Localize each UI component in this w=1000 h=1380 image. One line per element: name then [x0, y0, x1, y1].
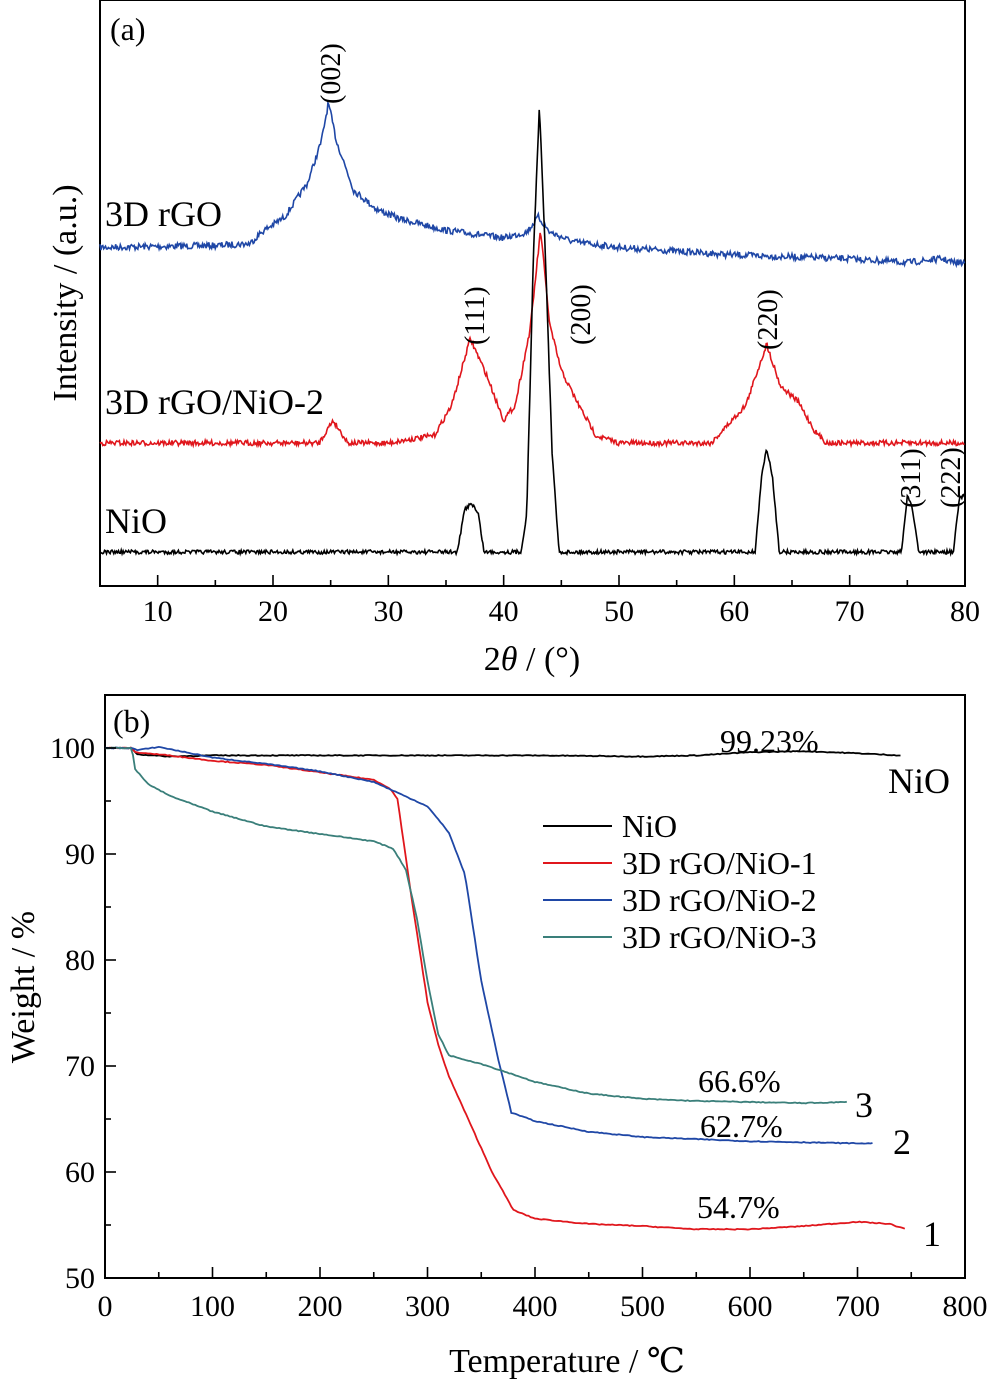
xrd-x-axis-label: 2θ / (°)	[484, 641, 580, 678]
xrd-label-3d-rgo-nio-2: 3D rGO/NiO-2	[105, 382, 324, 422]
tga-annotation-nio: NiO	[888, 761, 950, 801]
tga-panel-label: (b)	[113, 703, 150, 739]
xrd-series-nio	[99, 109, 966, 557]
tga-x-tick-label: 300	[405, 1290, 450, 1323]
tga-annotation-54-7: 54.7%	[697, 1189, 780, 1225]
tga-annotation-62-7: 62.7%	[700, 1108, 783, 1144]
tga-x-tick-label: 700	[835, 1290, 880, 1323]
tga-y-tick-label: 60	[65, 1156, 95, 1189]
tga-legend-label: 3D rGO/NiO-2	[622, 882, 817, 918]
tga-legend-label: NiO	[622, 808, 677, 844]
xrd-x-tick-label: 20	[258, 595, 288, 628]
xrd-x-axis-label-symbol: θ	[501, 641, 518, 678]
tga-panel: 0 100 200 300 400 500 600 700 800 50 60 70 80 90 100 (…	[5, 694, 988, 1380]
tga-annotation-66-6: 66.6%	[698, 1063, 781, 1099]
tga-y-tick-label: 70	[65, 1050, 95, 1083]
tga-y-tick-label: 80	[65, 944, 95, 977]
tga-legend-label: 3D rGO/NiO-1	[622, 845, 817, 881]
tga-x-tick-label: 800	[943, 1290, 988, 1323]
xrd-annotation-220: (220)	[753, 289, 784, 350]
xrd-label-3d-rgo: 3D rGO	[105, 194, 222, 234]
tga-y-tick-label: 50	[65, 1262, 95, 1295]
xrd-annotation-222: (222)	[936, 447, 967, 508]
tga-series-3d-rgo-nio-3	[104, 746, 847, 1105]
tga-x-tick-label: 100	[190, 1290, 235, 1323]
xrd-x-tick-label: 10	[143, 595, 173, 628]
xrd-annotation-200: (200)	[566, 284, 597, 345]
xrd-x-tick-label: 30	[373, 595, 403, 628]
tga-x-tick-label: 0	[98, 1290, 113, 1323]
xrd-label-nio: NiO	[105, 501, 167, 541]
tga-series-3d-rgo-nio-1	[104, 746, 906, 1231]
tga-annotation-99-23: 99.23%	[720, 723, 819, 759]
xrd-x-axis-label-suffix: / (°)	[518, 641, 581, 678]
tga-plot-frame	[104, 694, 966, 1279]
tga-annotation-curve-3: 3	[855, 1085, 873, 1125]
tga-annotation-curve-1: 1	[923, 1214, 941, 1254]
xrd-x-axis-label-prefix: 2	[484, 641, 501, 678]
tga-x-tick-label: 400	[513, 1290, 558, 1323]
xrd-panel: 10 20 30 40 50 60 70 80 (a) 3D rGO 3D rGO/NiO-2…	[47, 0, 980, 678]
xrd-x-tick-label: 40	[489, 595, 519, 628]
xrd-annotation-002: (002)	[316, 43, 347, 104]
tga-y-tick-label: 90	[65, 838, 95, 871]
xrd-annotation-111: (111)	[460, 286, 491, 345]
xrd-x-tick-label: 50	[604, 595, 634, 628]
xrd-x-tick-label: 80	[950, 595, 980, 628]
xrd-panel-label: (a)	[110, 11, 146, 47]
tga-x-tick-label: 200	[298, 1290, 343, 1323]
tga-series-nio	[104, 746, 901, 758]
xrd-annotation-311: (311)	[896, 448, 927, 508]
tga-legend-label: 3D rGO/NiO-3	[622, 919, 817, 955]
xrd-x-tick-label: 60	[719, 595, 749, 628]
tga-series-3d-rgo-nio-2	[104, 745, 873, 1145]
tga-x-axis-label: Temperature / ℃	[449, 1343, 685, 1380]
tga-ticks: 0 100 200 300 400 500 600 700 800 50 60 70 80 90 100	[50, 694, 988, 1323]
xrd-x-ticks: 10 20 30 40 50 60 70 80	[99, 575, 980, 628]
xrd-y-axis-label: Intensity / (a.u.)	[47, 184, 84, 401]
tga-y-axis-label: Weight / %	[5, 911, 42, 1063]
tga-x-tick-label: 500	[620, 1290, 665, 1323]
tga-annotation-curve-2: 2	[893, 1122, 911, 1162]
tga-y-tick-label: 100	[50, 732, 95, 765]
tga-x-tick-label: 600	[728, 1290, 773, 1323]
xrd-x-tick-label: 70	[835, 595, 865, 628]
xrd-curves	[99, 99, 966, 557]
xrd-plot-frame	[99, 0, 966, 587]
xrd-series-3d-rgo	[99, 99, 966, 269]
tga-curves	[104, 745, 906, 1231]
